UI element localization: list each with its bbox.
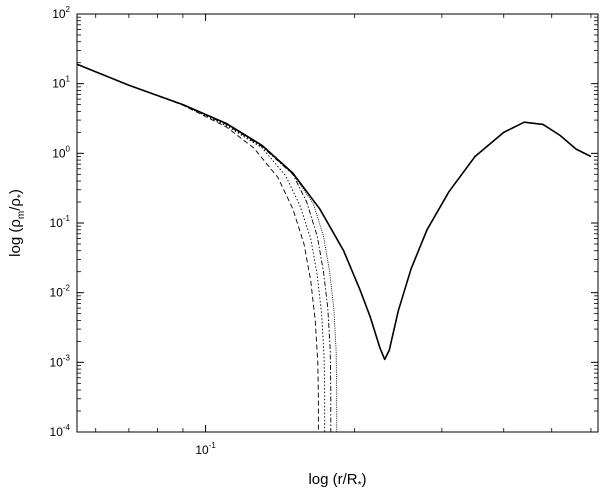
y-tick-label: 10-2 [50,284,71,300]
y-tick-label: 100 [52,144,70,160]
y-tick-exponent: 1 [66,75,71,84]
series-layer [76,63,592,432]
x-axis-label-sub: * [358,480,362,491]
y-tick-label: 10-4 [50,423,71,439]
series-line-4-dashdot [76,63,332,432]
series-line-5-densedot [76,63,338,432]
series-line-1-solid [76,63,592,361]
y-axis-label-prefix: log (ρ [7,219,24,257]
y-tick-base: 10 [50,355,64,369]
y-tick-label: 10-3 [50,353,71,369]
y-tick-exponent: 0 [66,144,71,153]
y-tick-exponent: -3 [63,353,71,362]
y-tick-base: 10 [50,425,64,439]
y-axis-label-mid: /ρ [7,198,24,211]
y-tick-base: 10 [52,7,66,21]
y-axis-label-sub1: m [16,211,27,219]
y-tick-base: 10 [50,286,64,300]
y-tick-base: 10 [52,146,66,160]
x-tick-base: 10 [195,443,209,457]
x-tick-exponent: -1 [209,441,217,450]
series-line-3-dotted [76,63,326,432]
y-tick-label: 101 [52,75,70,91]
y-tick-exponent: 2 [66,5,71,14]
y-tick-base: 10 [50,216,64,230]
y-tick-label: 102 [52,5,70,21]
y-axis-label: log (ρm/ρ*) [7,189,27,257]
y-tick-exponent: -1 [63,214,71,223]
x-axis-label: log (r/R*) [308,471,366,491]
y-tick-exponent: -4 [63,423,71,432]
y-tick-label: 10-1 [50,214,71,230]
y-axis-label-suffix: ) [7,189,24,194]
y-axis-label-sub2: * [16,194,27,198]
plot-frame [76,13,599,433]
x-axis-label-suffix: ) [362,471,367,488]
x-axis-label-prefix: log (r/R [308,471,357,488]
x-tick-label: 10-1 [195,441,216,457]
series-line-2-dashed [76,63,319,432]
y-tick-base: 10 [52,77,66,91]
y-tick-exponent: -2 [63,284,71,293]
